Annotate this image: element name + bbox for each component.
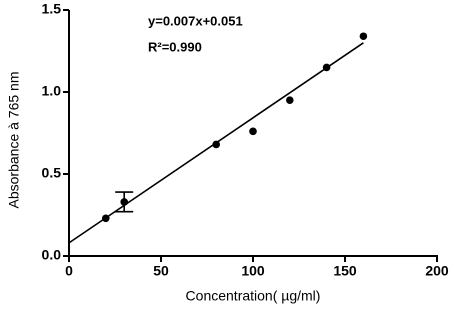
data-point bbox=[286, 96, 294, 104]
y-tick-label: 1.5 bbox=[42, 1, 62, 17]
x-tick-label: 200 bbox=[425, 263, 449, 279]
annotation: y=0.007x+0.051 bbox=[148, 13, 243, 28]
x-tick-label: 50 bbox=[153, 263, 169, 279]
x-axis-title: Concentration( µg/ml) bbox=[186, 288, 321, 304]
annotation: R²=0.990 bbox=[148, 39, 202, 54]
data-point bbox=[359, 32, 368, 41]
data-point bbox=[322, 63, 331, 72]
data-point bbox=[212, 140, 220, 149]
data-point bbox=[120, 198, 128, 206]
y-tick-label: 0.0 bbox=[42, 247, 62, 263]
data-point bbox=[102, 214, 110, 223]
y-axis-title: Absorbance à 765 nm bbox=[6, 72, 22, 209]
x-tick-label: 0 bbox=[65, 263, 73, 279]
y-tick-label: 1.0 bbox=[42, 83, 62, 99]
data-point bbox=[249, 127, 257, 136]
x-tick-label: 150 bbox=[333, 263, 357, 279]
x-tick-label: 100 bbox=[241, 263, 265, 279]
y-tick-label: 0.5 bbox=[42, 165, 62, 181]
